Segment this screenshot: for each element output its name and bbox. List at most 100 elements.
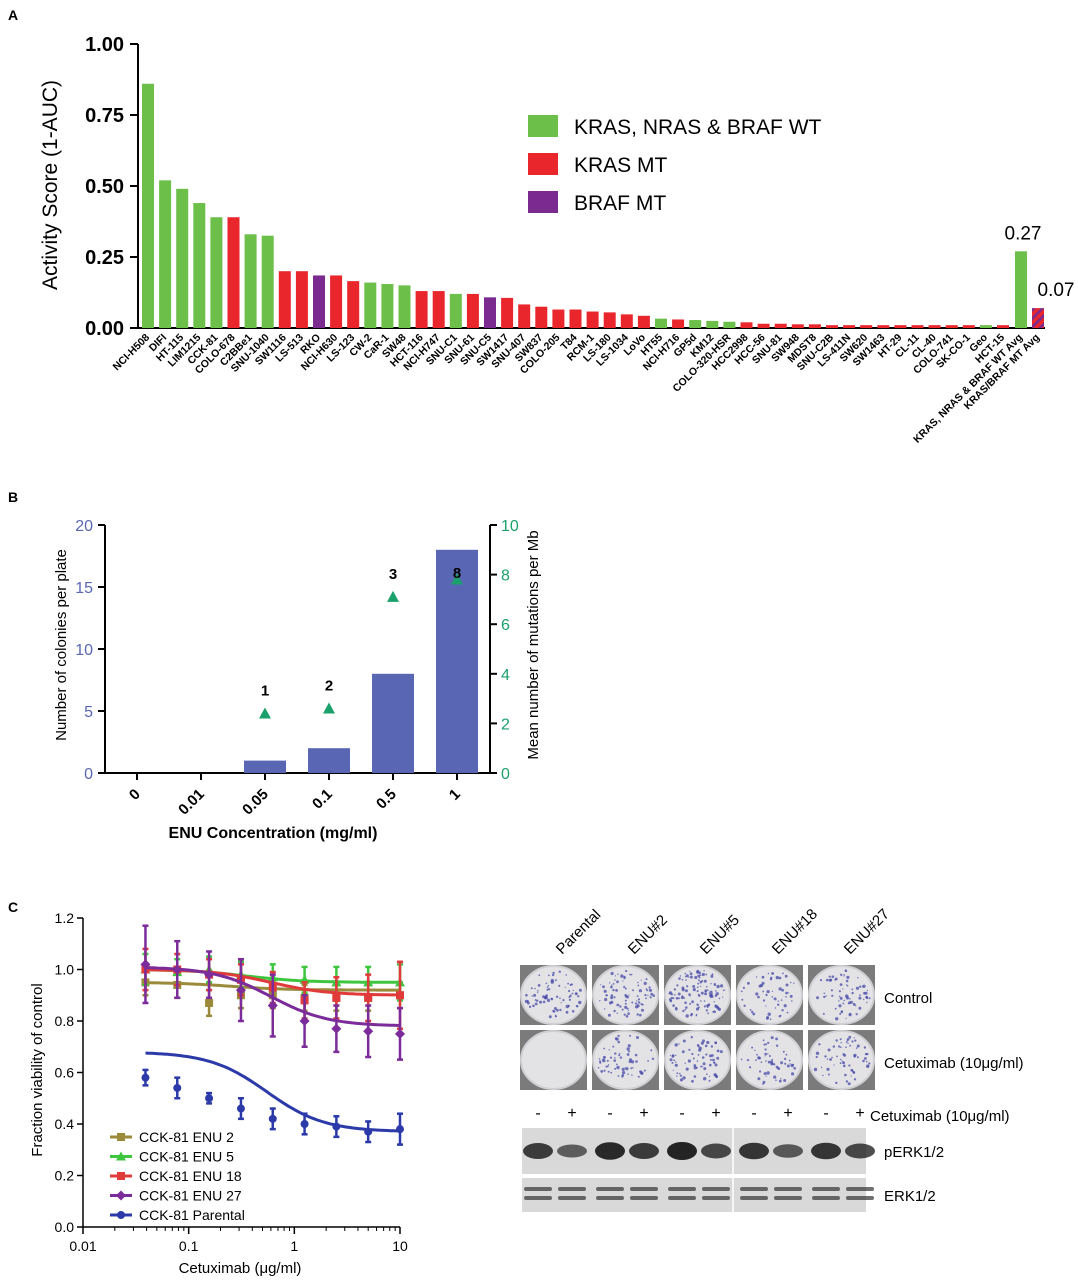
colony-dot (578, 988, 582, 992)
colony-dot (865, 1060, 868, 1063)
colony-dot (838, 1004, 842, 1008)
panel-a-bar (535, 306, 548, 328)
blot-band (773, 1144, 803, 1158)
panel-c-legend-marker (116, 1151, 126, 1161)
colony-dot (790, 981, 792, 984)
colony-dot (839, 1038, 842, 1041)
panel-c-legend-marker (116, 1190, 126, 1201)
colony-dot (679, 975, 682, 977)
colony-dot (747, 981, 750, 985)
colony-dot (651, 1057, 655, 1061)
panel-a-bar (142, 83, 154, 328)
blot-band (630, 1187, 658, 1191)
colony-dot (649, 996, 652, 999)
colony-dot (785, 1053, 788, 1056)
colony-dot (710, 1045, 714, 1048)
colony-dot (714, 1063, 718, 1067)
colony-dot (851, 991, 854, 995)
colony-dot (599, 1061, 602, 1064)
colony-dot (669, 1058, 673, 1062)
blot-plate-header: ENU#18 (769, 906, 821, 958)
colony-dot (709, 1058, 712, 1061)
blot-band (812, 1196, 840, 1200)
colony-dot (834, 978, 837, 981)
panel-b-mutation-marker (259, 707, 271, 719)
panel-b-letter: B (8, 489, 18, 505)
colony-dot (827, 1048, 831, 1052)
colony-dot (681, 1050, 685, 1054)
panel-c-y-tick-label: 0.0 (55, 1219, 75, 1235)
blot-band (845, 1143, 875, 1159)
blot-band (668, 1196, 696, 1200)
colony-dot (709, 990, 713, 994)
panel-c-data-point (140, 959, 151, 970)
colony-dot (856, 1044, 860, 1048)
colony-dot (524, 999, 529, 1004)
colony-dot (688, 976, 690, 978)
panel-a-y-tick-label: 0.50 (85, 176, 124, 198)
colony-dot (830, 989, 834, 992)
colony-dot (624, 987, 627, 990)
colony-dot (855, 986, 860, 990)
colony-dot (816, 996, 819, 1000)
colony-dot (838, 995, 841, 998)
colony-dot (844, 1073, 847, 1077)
panel-a-bar (672, 319, 685, 328)
colony-dot (645, 978, 648, 981)
colony-dot (710, 974, 714, 978)
colony-dot (608, 1001, 612, 1005)
panel-a-bar (877, 325, 890, 328)
colony-dot (533, 993, 537, 997)
colony-dot (645, 997, 647, 1000)
colony-dot (692, 1057, 695, 1060)
colony-dot (627, 1073, 629, 1075)
colony-dot (815, 1055, 818, 1059)
colony-dot (675, 1061, 677, 1063)
colony-dot (571, 983, 573, 986)
colony-dot (849, 1012, 851, 1015)
panel-b-bar (372, 673, 414, 773)
colony-dot (822, 1012, 825, 1015)
colony-dot (548, 988, 551, 991)
colony-dot (672, 997, 675, 1000)
panel-b-bar (244, 760, 286, 773)
panel-c-x-tick-label: 0.1 (179, 1238, 199, 1254)
blot-strip (522, 1178, 866, 1212)
colony-dot (684, 989, 688, 993)
panel-a-bar (860, 325, 873, 328)
colony-dot (672, 1004, 675, 1007)
colony-dot (823, 992, 826, 995)
colony-dot (834, 1007, 837, 1010)
panel-a-y-tick-label: 0.75 (85, 105, 124, 127)
colony-dot (838, 1045, 841, 1048)
colony-dot (765, 1060, 767, 1062)
panel-b-mutation-marker (451, 573, 463, 585)
colony-dot (682, 988, 685, 991)
colony-dot (845, 996, 850, 1000)
colony-dot (714, 994, 718, 997)
colony-dot (698, 976, 701, 979)
blot-band (739, 1142, 769, 1160)
panel-a-legend-label: KRAS, NRAS & BRAF WT (574, 116, 822, 139)
panel-b-y-axis-label: Number of colonies per plate (53, 549, 70, 741)
colony-dot (762, 999, 766, 1002)
colony-dot (715, 990, 717, 992)
colony-dot (679, 1074, 683, 1077)
colony-dot (647, 1060, 649, 1062)
panel-b-x-tick-label: 0.1 (309, 786, 336, 813)
colony-dot (704, 1044, 708, 1048)
panel-c-y-tick-label: 1.0 (55, 962, 75, 978)
colony-dot (723, 989, 725, 992)
blot-band (630, 1196, 658, 1200)
panel-b-y2-axis-label: Mean number of mutations per Mb (525, 530, 542, 759)
colony-dot (852, 1071, 856, 1074)
blot-lane-sign: + (639, 1105, 648, 1122)
colony-dot (847, 1042, 849, 1044)
colony-dot (538, 974, 541, 977)
panel-c-legend-label: CCK-81 ENU 2 (139, 1129, 234, 1145)
panel-b-x-tick-label: 0.5 (373, 786, 400, 813)
panel-c-legend-label: CCK-81 Parental (139, 1207, 245, 1223)
colony-dot (681, 995, 684, 997)
colony-dot (846, 1040, 848, 1042)
colony-dot (608, 1064, 610, 1066)
